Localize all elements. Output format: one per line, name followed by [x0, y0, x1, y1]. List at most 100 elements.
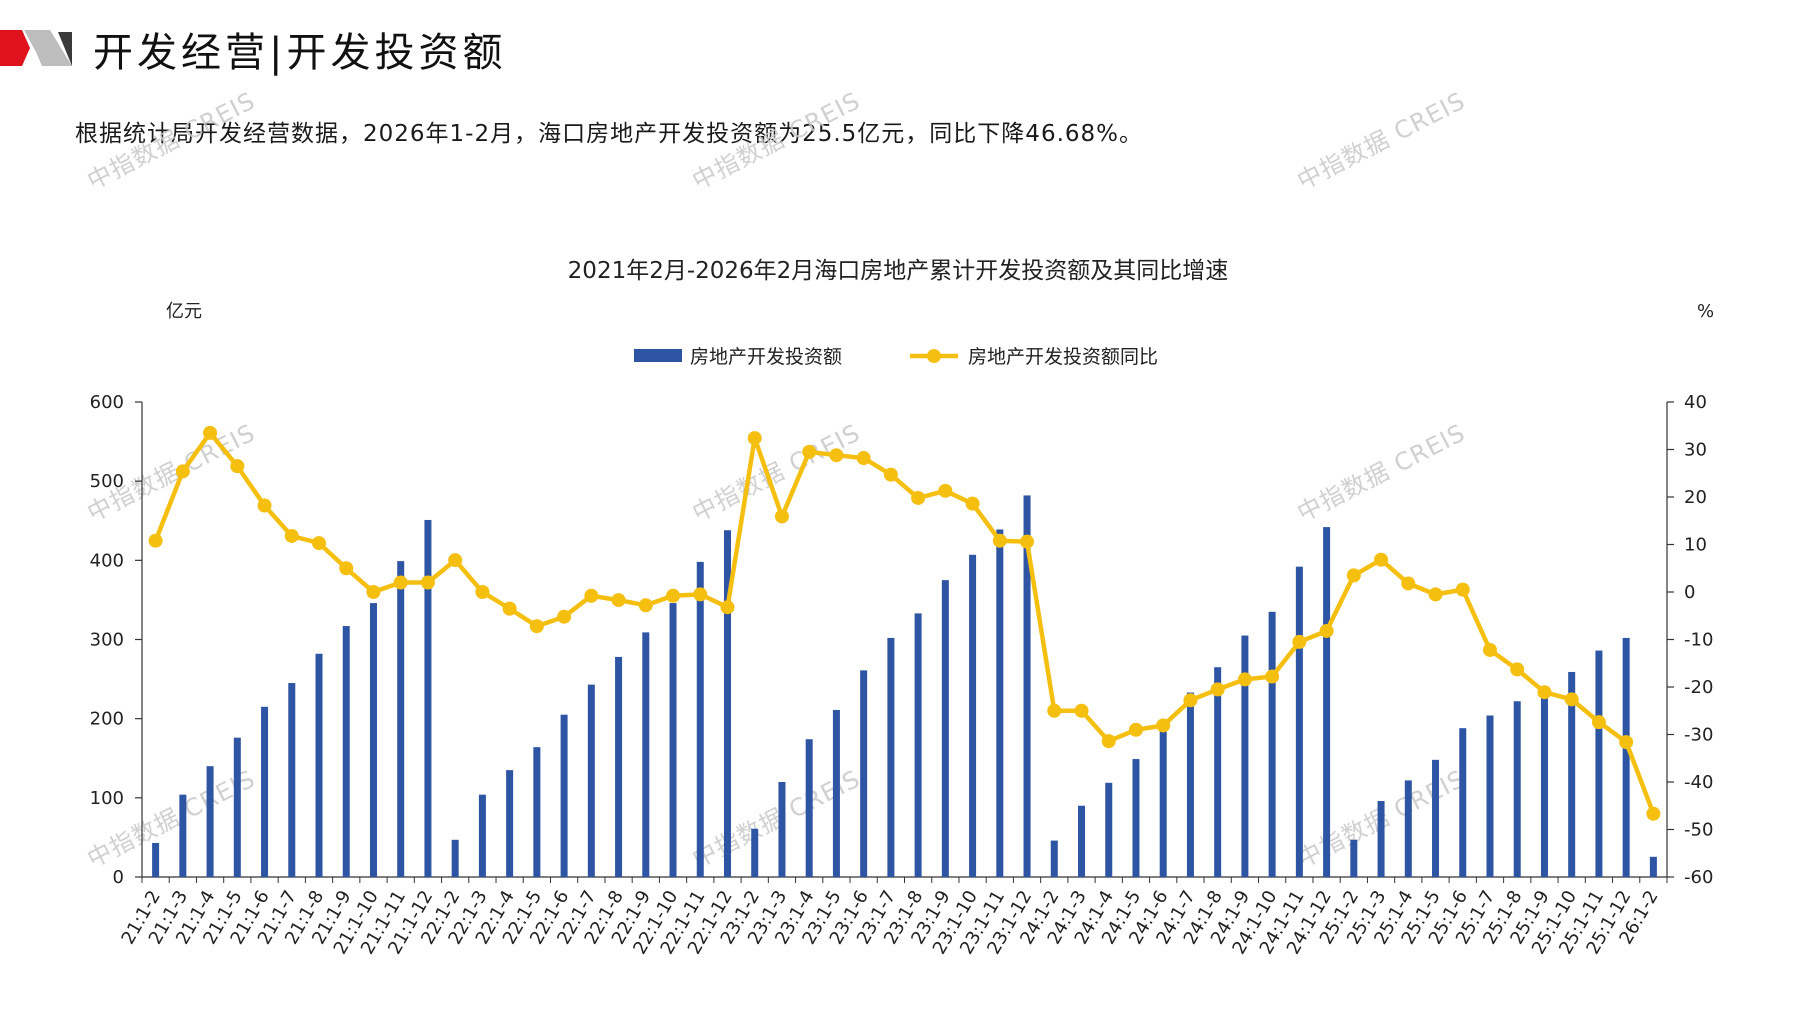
yoy-point — [502, 601, 517, 616]
yoy-point — [557, 609, 572, 624]
bar — [1459, 728, 1467, 877]
bar — [424, 519, 432, 877]
y-left-unit: 亿元 — [166, 301, 202, 322]
yoy-point — [611, 593, 626, 608]
y-left-tick-label: 0 — [113, 867, 124, 888]
y-left-tick-label: 600 — [90, 392, 124, 413]
bar — [1432, 759, 1440, 877]
y-right-tick-label: 10 — [1684, 535, 1707, 556]
bar — [887, 637, 895, 877]
chart-legend: 房地产开发投资额 房地产开发投资额同比 — [634, 346, 1158, 368]
bar — [696, 561, 704, 877]
bar — [1649, 856, 1657, 877]
yoy-line — [153, 430, 1656, 815]
y-right-unit: % — [1697, 301, 1714, 322]
legend-line-marker — [927, 349, 941, 363]
logo-dark-shape — [58, 32, 72, 66]
yoy-point — [1128, 722, 1143, 737]
yoy-point — [339, 561, 354, 576]
bar — [832, 709, 840, 877]
y-right-tick-label: -50 — [1684, 820, 1713, 841]
y-right-tick-label: -30 — [1684, 725, 1713, 746]
legend-bar-label: 房地产开发投资额 — [690, 346, 842, 368]
yoy-point — [1619, 735, 1634, 750]
bar — [533, 747, 541, 877]
y-left-tick-label: 400 — [90, 550, 124, 571]
yoy-point — [175, 464, 190, 479]
yoy-point — [1510, 662, 1525, 677]
bar — [1241, 635, 1249, 877]
y-right-tick-label: 30 — [1684, 440, 1707, 461]
bar — [152, 842, 160, 877]
bar — [615, 656, 623, 877]
bar — [778, 782, 786, 877]
y-right-tick-label: -40 — [1684, 772, 1713, 793]
bar — [342, 626, 350, 877]
bar — [369, 603, 377, 877]
yoy-point — [1591, 715, 1606, 730]
bar — [1105, 782, 1113, 877]
bar — [996, 529, 1004, 877]
bar — [1132, 759, 1140, 877]
bar — [969, 554, 977, 877]
y-right-tick-label: 0 — [1684, 582, 1695, 603]
bar — [723, 530, 731, 877]
yoy-point — [1564, 692, 1579, 707]
line-series — [148, 425, 1661, 821]
legend-bar-swatch — [634, 349, 682, 362]
yoy-point — [774, 509, 789, 524]
bar — [506, 770, 514, 877]
yoy-point — [1047, 703, 1062, 718]
y-right-tick-label: -60 — [1684, 867, 1713, 888]
bar — [1186, 692, 1194, 877]
yoy-point — [1210, 682, 1225, 697]
yoy-point — [420, 575, 435, 590]
bar — [233, 737, 241, 877]
chart-axes: 0 100 200 300 400 500 600 -60 -50 -40 -30 -20 -10 0 10… — [90, 392, 1714, 888]
bar — [1404, 780, 1412, 877]
bar — [1268, 611, 1276, 877]
yoy-point — [1265, 669, 1280, 684]
bar-series — [152, 495, 1657, 877]
chart-title: 2021年2月-2026年2月海口房地产累计开发投资额及其同比增速 — [568, 258, 1229, 284]
bar — [1295, 566, 1303, 877]
bar — [1214, 667, 1222, 877]
y-left-tick-label: 200 — [90, 709, 124, 730]
bar — [1350, 839, 1358, 877]
yoy-point — [1455, 582, 1470, 597]
bar — [914, 613, 922, 877]
yoy-point — [1292, 634, 1307, 649]
yoy-point — [638, 598, 653, 613]
yoy-point — [448, 553, 463, 568]
yoy-point — [666, 588, 681, 603]
bar — [315, 653, 323, 877]
bar — [478, 794, 486, 877]
yoy-point — [992, 533, 1007, 548]
yoy-point — [883, 467, 898, 482]
yoy-point — [1183, 693, 1198, 708]
bar — [451, 839, 459, 877]
yoy-point — [1374, 552, 1389, 567]
bar — [1486, 715, 1494, 877]
yoy-point — [312, 536, 327, 551]
bar — [288, 683, 296, 877]
logo-gray-shape — [24, 30, 72, 66]
bar — [1513, 701, 1521, 877]
yoy-point — [203, 425, 218, 440]
bar — [1595, 650, 1603, 877]
yoy-point — [1074, 703, 1089, 718]
yoy-point — [720, 600, 735, 615]
x-tick-labels: 21:1-221:1-321:1-421:1-521:1-621:1-721:1… — [118, 887, 1663, 958]
yoy-point — [938, 483, 953, 498]
bar — [1023, 495, 1031, 877]
y-left-tick-label: 500 — [90, 471, 124, 492]
yoy-point — [584, 588, 599, 603]
yoy-point — [1237, 672, 1252, 687]
bar — [941, 580, 949, 877]
yoy-point — [1401, 576, 1416, 591]
yoy-point — [1156, 718, 1171, 733]
bar — [751, 828, 759, 877]
bar — [1323, 527, 1331, 877]
legend-line-label: 房地产开发投资额同比 — [968, 346, 1158, 368]
